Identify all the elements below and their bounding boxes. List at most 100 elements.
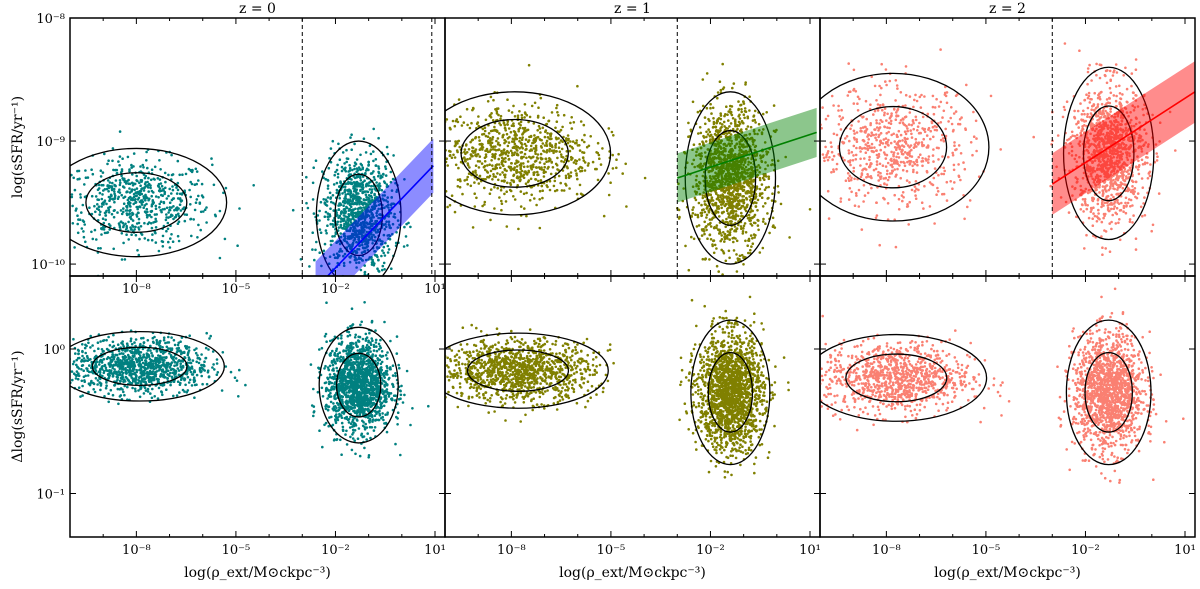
scatter-point xyxy=(895,111,898,114)
scatter-point xyxy=(869,103,872,106)
scatter-point xyxy=(757,219,760,222)
scatter-point xyxy=(721,123,724,126)
scatter-point xyxy=(893,158,896,161)
scatter-point xyxy=(560,160,563,163)
scatter-point xyxy=(490,116,493,119)
scatter-point xyxy=(724,233,727,236)
scatter-point xyxy=(546,186,549,189)
scatter-point xyxy=(516,149,519,152)
scatter-point xyxy=(387,251,390,254)
scatter-point xyxy=(731,187,734,190)
scatter-point xyxy=(809,208,812,211)
scatter-point xyxy=(748,109,751,112)
scatter-point xyxy=(520,205,523,208)
scatter-point xyxy=(903,162,906,165)
scatter-point xyxy=(469,127,472,130)
scatter-point xyxy=(506,182,509,185)
scatter-point xyxy=(545,151,548,154)
scatter-point xyxy=(701,228,704,231)
scatter-point xyxy=(422,143,425,146)
scatter-point xyxy=(728,257,731,260)
scatter-point xyxy=(548,150,551,153)
scatter-point xyxy=(377,175,380,178)
scatter-point xyxy=(354,188,357,191)
scatter-point xyxy=(490,112,493,115)
scatter-point xyxy=(555,107,558,110)
scatter-point xyxy=(320,201,323,204)
scatter-point xyxy=(385,168,388,171)
scatter-point xyxy=(99,211,102,214)
scatter-point xyxy=(838,115,841,118)
scatter-point xyxy=(907,205,910,208)
scatter-point xyxy=(895,147,898,150)
scatter-point xyxy=(113,201,116,204)
scatter-point xyxy=(500,209,503,212)
scatter-point xyxy=(854,138,857,141)
scatter-point xyxy=(749,223,752,226)
scatter-point xyxy=(510,131,513,134)
scatter-point xyxy=(159,168,162,171)
scatter-point xyxy=(864,194,867,197)
scatter-point xyxy=(833,155,836,158)
scatter-point xyxy=(340,212,343,215)
scatter-point xyxy=(148,183,151,186)
scatter-point xyxy=(58,174,61,177)
scatter-point xyxy=(184,220,187,223)
scatter-point xyxy=(533,134,536,137)
scatter-point xyxy=(158,189,161,192)
scatter-point xyxy=(511,154,514,157)
scatter-point xyxy=(373,176,376,179)
scatter-point xyxy=(688,269,691,272)
scatter-point xyxy=(503,149,506,152)
scatter-point xyxy=(514,162,517,165)
scatter-point xyxy=(540,168,543,171)
scatter-point xyxy=(762,220,765,223)
scatter-point xyxy=(210,157,213,160)
scatter-point xyxy=(990,95,993,98)
scatter-point xyxy=(345,149,348,152)
scatter-point xyxy=(200,211,203,214)
scatter-point xyxy=(171,214,174,217)
scatter-point xyxy=(497,137,500,140)
scatter-point xyxy=(138,254,141,257)
scatter-point xyxy=(503,122,506,125)
scatter-point xyxy=(581,139,584,142)
scatter-point xyxy=(746,206,749,209)
scatter-point xyxy=(158,183,161,186)
scatter-point xyxy=(934,106,937,109)
scatter-point xyxy=(6,176,9,179)
scatter-point xyxy=(798,198,801,201)
scatter-point xyxy=(556,157,559,160)
scatter-point xyxy=(79,193,82,196)
scatter-point xyxy=(80,211,83,214)
scatter-point xyxy=(150,211,153,214)
scatter-point xyxy=(908,201,911,204)
scatter-point xyxy=(513,181,516,184)
scatter-point xyxy=(493,126,496,129)
scatter-point xyxy=(496,187,499,190)
scatter-point xyxy=(900,150,903,153)
scatter-point xyxy=(791,178,794,181)
scatter-point xyxy=(367,169,370,172)
scatter-point xyxy=(864,131,867,134)
scatter-point xyxy=(540,153,543,156)
scatter-point xyxy=(377,171,380,174)
scatter-point xyxy=(742,230,745,233)
scatter-point xyxy=(848,152,851,155)
scatter-point xyxy=(503,174,506,177)
scatter-point xyxy=(890,120,893,123)
scatter-point xyxy=(111,160,114,163)
scatter-point xyxy=(75,207,78,210)
scatter-point xyxy=(868,156,871,159)
scatter-point xyxy=(507,120,510,123)
scatter-point xyxy=(952,154,955,157)
scatter-point xyxy=(880,87,883,90)
scatter-point xyxy=(767,197,770,200)
scatter-point xyxy=(130,166,133,169)
scatter-point xyxy=(130,189,133,192)
scatter-point xyxy=(920,106,923,109)
scatter-point xyxy=(195,183,198,186)
scatter-point xyxy=(517,161,520,164)
scatter-point xyxy=(372,128,375,131)
scatter-point xyxy=(579,184,582,187)
